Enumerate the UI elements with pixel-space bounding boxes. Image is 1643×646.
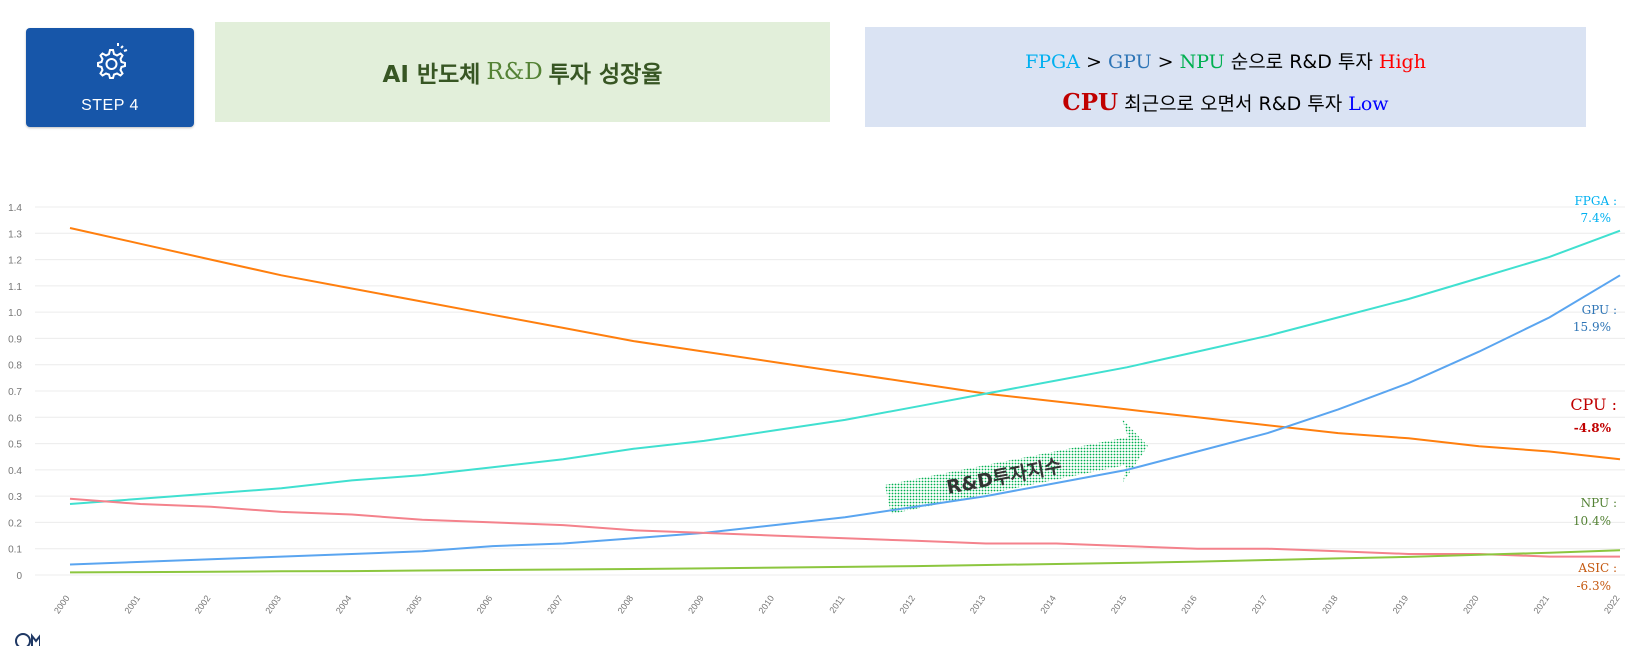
x-tick-label: 2005 xyxy=(404,593,424,615)
summary-gpu: GPU xyxy=(1107,51,1152,73)
x-tick-label: 2013 xyxy=(968,593,988,615)
annotation-value: 10.4% xyxy=(1573,514,1611,528)
x-tick-label: 2007 xyxy=(545,593,565,615)
annotation-value: 15.9% xyxy=(1573,320,1611,334)
annotation-fpga: FPGA : 7.4% xyxy=(1574,194,1617,225)
y-tick-label: 0.6 xyxy=(8,413,22,424)
title-part1: AI 반도체 xyxy=(382,62,481,88)
summary-npu: NPU xyxy=(1179,51,1225,73)
summary-line-2: CPU 최근으로 오면서 R&D 투자 Low xyxy=(865,89,1586,116)
y-tick-label: 0.2 xyxy=(8,518,22,529)
x-tick-label: 2020 xyxy=(1461,593,1481,615)
page-title: AI 반도체 R&D 투자 성장율 xyxy=(215,22,830,122)
y-tick-label: 1.1 xyxy=(8,282,22,293)
x-tick-label: 2022 xyxy=(1602,593,1622,615)
y-tick-label: 0.7 xyxy=(8,387,22,398)
x-tick-label: 2006 xyxy=(475,593,495,615)
x-tick-label: 2000 xyxy=(52,593,72,615)
y-tick-label: 1.3 xyxy=(8,229,22,240)
x-tick-label: 2015 xyxy=(1109,593,1129,615)
annotation-value: -6.3% xyxy=(1576,579,1611,593)
x-tick-label: 2009 xyxy=(686,593,706,615)
summary-low: Low xyxy=(1348,93,1389,115)
summary-box: FPGA > GPU > NPU 순으로 R&D 투자 High CPU 최근으… xyxy=(865,27,1586,127)
title-part2: R&D xyxy=(486,59,543,85)
summary-gt2: > xyxy=(1151,51,1180,73)
logo-icon xyxy=(15,633,40,646)
y-tick-label: 0.5 xyxy=(8,440,22,451)
series-line-fpga xyxy=(69,229,1621,505)
line-chart: 0 0.1 0.2 0.3 0.4 0.5 0.6 0.7 0.8 0.9 1.0 1.1 1.2 1.3… xyxy=(8,194,1625,616)
x-tick-label: 2016 xyxy=(1179,593,1199,615)
summary-line1-text: 순으로 R&D 투자 xyxy=(1224,51,1379,73)
y-tick-label: 0.1 xyxy=(8,545,22,556)
x-tick-label: 2014 xyxy=(1038,593,1058,615)
x-tick-label: 2011 xyxy=(827,593,846,615)
summary-gt1: > xyxy=(1079,51,1108,73)
annotation-label: FPGA : xyxy=(1574,194,1617,208)
x-tick-label: 2017 xyxy=(1250,593,1270,615)
y-tick-label: 0.8 xyxy=(8,361,22,372)
summary-line-1: FPGA > GPU > NPU 순으로 R&D 투자 High xyxy=(865,47,1586,74)
summary-high: High xyxy=(1378,51,1426,73)
annotation-gpu: GPU : 15.9% xyxy=(1573,303,1617,334)
annotation-label: NPU : xyxy=(1581,496,1617,510)
y-tick-label: 0 xyxy=(16,571,22,582)
x-tick-label: 2004 xyxy=(334,593,354,615)
annotation-value: -4.8% xyxy=(1574,421,1612,435)
x-tick-label: 2019 xyxy=(1391,593,1411,615)
annotation-label: CPU : xyxy=(1570,395,1617,414)
annotation-asic: ASIC : -6.3% xyxy=(1576,561,1617,593)
summary-fpga: FPGA xyxy=(1025,51,1080,73)
series-line-cpu xyxy=(69,227,1621,461)
x-tick-label: 2001 xyxy=(122,593,142,615)
step-badge: STEP 4 xyxy=(26,28,194,127)
step-label: STEP 4 xyxy=(81,97,139,114)
y-tick-label: 1.0 xyxy=(8,308,22,319)
annotation-value: 7.4% xyxy=(1581,211,1612,225)
x-tick-label: 2002 xyxy=(193,593,213,615)
y-tick-label: 0.9 xyxy=(8,334,22,345)
rd-arrow: R&D투자지수 xyxy=(885,419,1148,514)
y-tick-label: 1.2 xyxy=(8,256,22,267)
series-line-asic xyxy=(69,497,1620,558)
x-tick-label: 2008 xyxy=(616,593,636,615)
annotation-cpu: CPU : -4.8% xyxy=(1570,395,1617,435)
x-tick-label: 2012 xyxy=(897,593,917,615)
title-part3: 투자 성장율 xyxy=(548,62,663,88)
summary-line2-text: 최근으로 오면서 R&D 투자 xyxy=(1118,93,1349,115)
x-tick-label: 2003 xyxy=(263,593,283,615)
summary-cpu: CPU xyxy=(1062,89,1119,116)
annotation-label: GPU : xyxy=(1582,303,1617,317)
y-tick-label: 0.4 xyxy=(8,466,22,477)
x-tick-label: 2021 xyxy=(1532,593,1552,615)
x-tick-label: 2018 xyxy=(1320,593,1340,615)
annotation-npu: NPU : 10.4% xyxy=(1573,496,1617,528)
series-line-gpu xyxy=(69,274,1621,566)
annotation-label: ASIC : xyxy=(1577,561,1617,575)
x-tick-label: 2010 xyxy=(757,593,777,615)
series-line-npu xyxy=(69,549,1621,574)
y-tick-label: 0.3 xyxy=(8,492,22,503)
gear-icon xyxy=(97,43,128,79)
y-tick-label: 1.4 xyxy=(8,203,22,214)
